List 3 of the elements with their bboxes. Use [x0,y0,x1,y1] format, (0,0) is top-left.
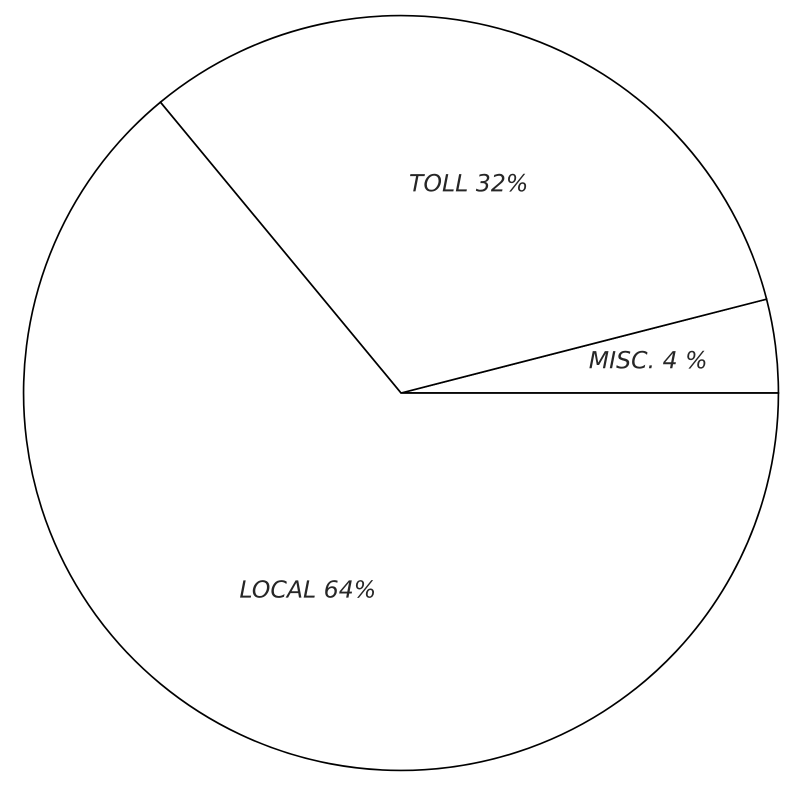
slice-label: MISC. 4 % [589,350,706,369]
slice-label: LOCAL 64% [240,580,374,598]
slice-label: TOLL 32% [410,174,526,192]
